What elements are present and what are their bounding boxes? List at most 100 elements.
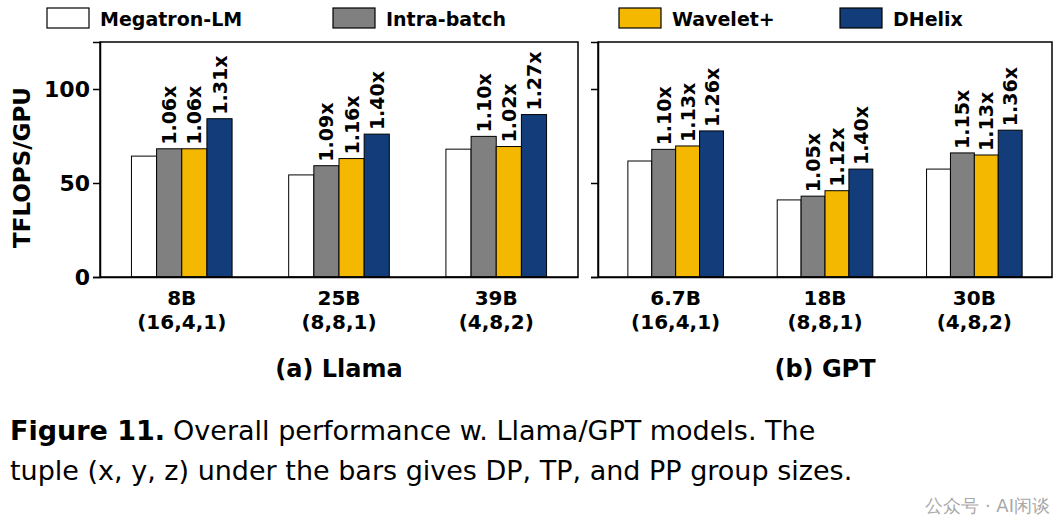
x-axis-line	[599, 277, 1053, 279]
caption-text: Overall performance w. Llama/GPT models.…	[173, 415, 815, 446]
y-tick-label: 0	[75, 265, 90, 290]
x-tick-label: 39B(4,8,2)	[459, 286, 534, 334]
x-tick-label-line: 25B	[317, 286, 360, 310]
bar	[471, 136, 496, 277]
plot-frame	[100, 42, 578, 277]
caption-line: Figure 11.Overall performance w. Llama/G…	[10, 415, 815, 446]
y-tick-mark	[93, 89, 100, 91]
panel-title: (a) Llama	[275, 355, 402, 383]
y-tick-label: 100	[44, 77, 90, 102]
speedup-label: 1.13x	[677, 83, 699, 142]
speedup-label: 1.26x	[701, 68, 723, 127]
bar	[700, 131, 724, 277]
speedup-label: 1.02x	[498, 83, 520, 142]
y-tick-mark	[591, 89, 598, 91]
speedup-label: 1.10x	[473, 73, 495, 132]
x-tick-label-line: (4,8,2)	[937, 310, 1012, 334]
y-tick	[591, 183, 598, 184]
x-tick-label-line: (8,8,1)	[301, 310, 376, 334]
y-tick-label: 50	[59, 171, 90, 196]
y-tick-mark	[591, 277, 598, 279]
x-tick-label: 18B(8,8,1)	[787, 286, 862, 334]
y-tick-mark	[93, 277, 100, 279]
panel-title: (b) GPT	[774, 355, 876, 383]
bar	[182, 149, 207, 277]
speedup-label: 1.36x	[999, 67, 1021, 126]
bar	[777, 200, 801, 277]
legend-label: Megatron-LM	[100, 8, 242, 30]
legend-swatch	[333, 8, 375, 28]
bar	[801, 196, 825, 277]
x-tick-label-line: 18B	[803, 286, 846, 310]
x-tick-label: 6.7B(16,4,1)	[631, 286, 720, 334]
caption-line: tuple (x, y, z) under the bars gives DP,…	[10, 455, 852, 486]
speedup-label: 1.16x	[341, 95, 363, 154]
y-tick	[591, 277, 598, 278]
bar	[289, 175, 314, 277]
speedup-labels: 1.10x1.05x1.15x1.13x1.12x1.13x1.26x1.40x…	[653, 67, 1021, 192]
x-tick-label-line: (16,4,1)	[631, 310, 720, 334]
bar	[364, 134, 389, 277]
x-axis: 8B(16,4,1) 25B(8,8,1) 39B(4,8,2)	[101, 277, 579, 334]
x-tick: 30B(4,8,2)	[937, 277, 1012, 334]
y-tick: 100	[44, 77, 100, 102]
x-tick-label-line: (8,8,1)	[787, 310, 862, 334]
panel: 1.10x1.05x1.15x1.13x1.12x1.13x1.26x1.40x…	[591, 42, 1053, 383]
x-tick-label-line: 6.7B	[650, 286, 701, 310]
y-tick-mark	[93, 183, 100, 185]
plot-frame	[598, 42, 1052, 277]
legend: Megatron-LM Intra-batch Wavelet+ DHelix	[47, 8, 963, 30]
y-tick: 50	[59, 171, 100, 196]
y-axis: 0 50 100	[44, 43, 100, 290]
panel: 1.06x1.09x1.10x1.06x1.16x1.02x1.31x1.40x…	[9, 42, 579, 383]
x-tick-label-line: 30B	[953, 286, 996, 310]
bar	[676, 146, 700, 277]
speedup-label: 1.27x	[523, 51, 545, 110]
y-axis-line	[591, 43, 599, 278]
speedup-label: 1.09x	[315, 103, 337, 162]
watermark: 公众号 · AI闲谈	[925, 495, 1050, 516]
legend-label: Wavelet+	[672, 8, 775, 30]
x-tick-label: 8B(16,4,1)	[137, 286, 226, 334]
x-tick: 39B(4,8,2)	[459, 277, 534, 334]
legend-label: Intra-batch	[386, 8, 506, 30]
x-tick: 8B(16,4,1)	[137, 277, 226, 334]
y-axis-title: TFLOPS/GPU	[9, 87, 35, 248]
bar	[652, 149, 676, 277]
speedup-label: 1.40x	[850, 106, 872, 165]
speedup-label: 1.06x	[158, 86, 180, 145]
bar	[131, 156, 156, 277]
x-axis: 6.7B(16,4,1) 18B(8,8,1) 30B(4,8,2)	[599, 277, 1053, 334]
bar	[849, 169, 873, 277]
bar	[998, 130, 1022, 277]
speedup-label: 1.10x	[653, 86, 675, 145]
bar	[927, 169, 951, 277]
y-axis	[591, 43, 599, 278]
speedup-label: 1.13x	[975, 92, 997, 151]
x-tick: 6.7B(16,4,1)	[631, 277, 720, 334]
speedup-label: 1.05x	[802, 133, 824, 192]
y-axis-line	[93, 43, 101, 278]
figure: 1.06x1.09x1.10x1.06x1.16x1.02x1.31x1.40x…	[0, 0, 1062, 527]
legend-swatch	[619, 8, 661, 28]
y-tick	[591, 89, 598, 90]
bar	[339, 159, 364, 277]
y-tick-mark	[591, 183, 598, 185]
bar	[207, 119, 232, 277]
bar	[496, 147, 521, 277]
bar	[314, 166, 339, 277]
x-tick: 25B(8,8,1)	[301, 277, 376, 334]
x-tick-label-line: 39B	[475, 286, 518, 310]
speedup-label: 1.12x	[826, 128, 848, 187]
x-tick-label-line: (16,4,1)	[137, 310, 226, 334]
bar	[950, 153, 974, 277]
legend-label: DHelix	[893, 8, 963, 30]
speedup-label: 1.31x	[209, 56, 231, 115]
bar	[446, 149, 471, 277]
x-tick: 18B(8,8,1)	[787, 277, 862, 334]
x-tick-label: 25B(8,8,1)	[301, 286, 376, 334]
legend-swatch	[47, 8, 89, 28]
bar	[157, 149, 182, 277]
legend-swatch	[840, 8, 882, 28]
x-tick-label-line: (4,8,2)	[459, 310, 534, 334]
